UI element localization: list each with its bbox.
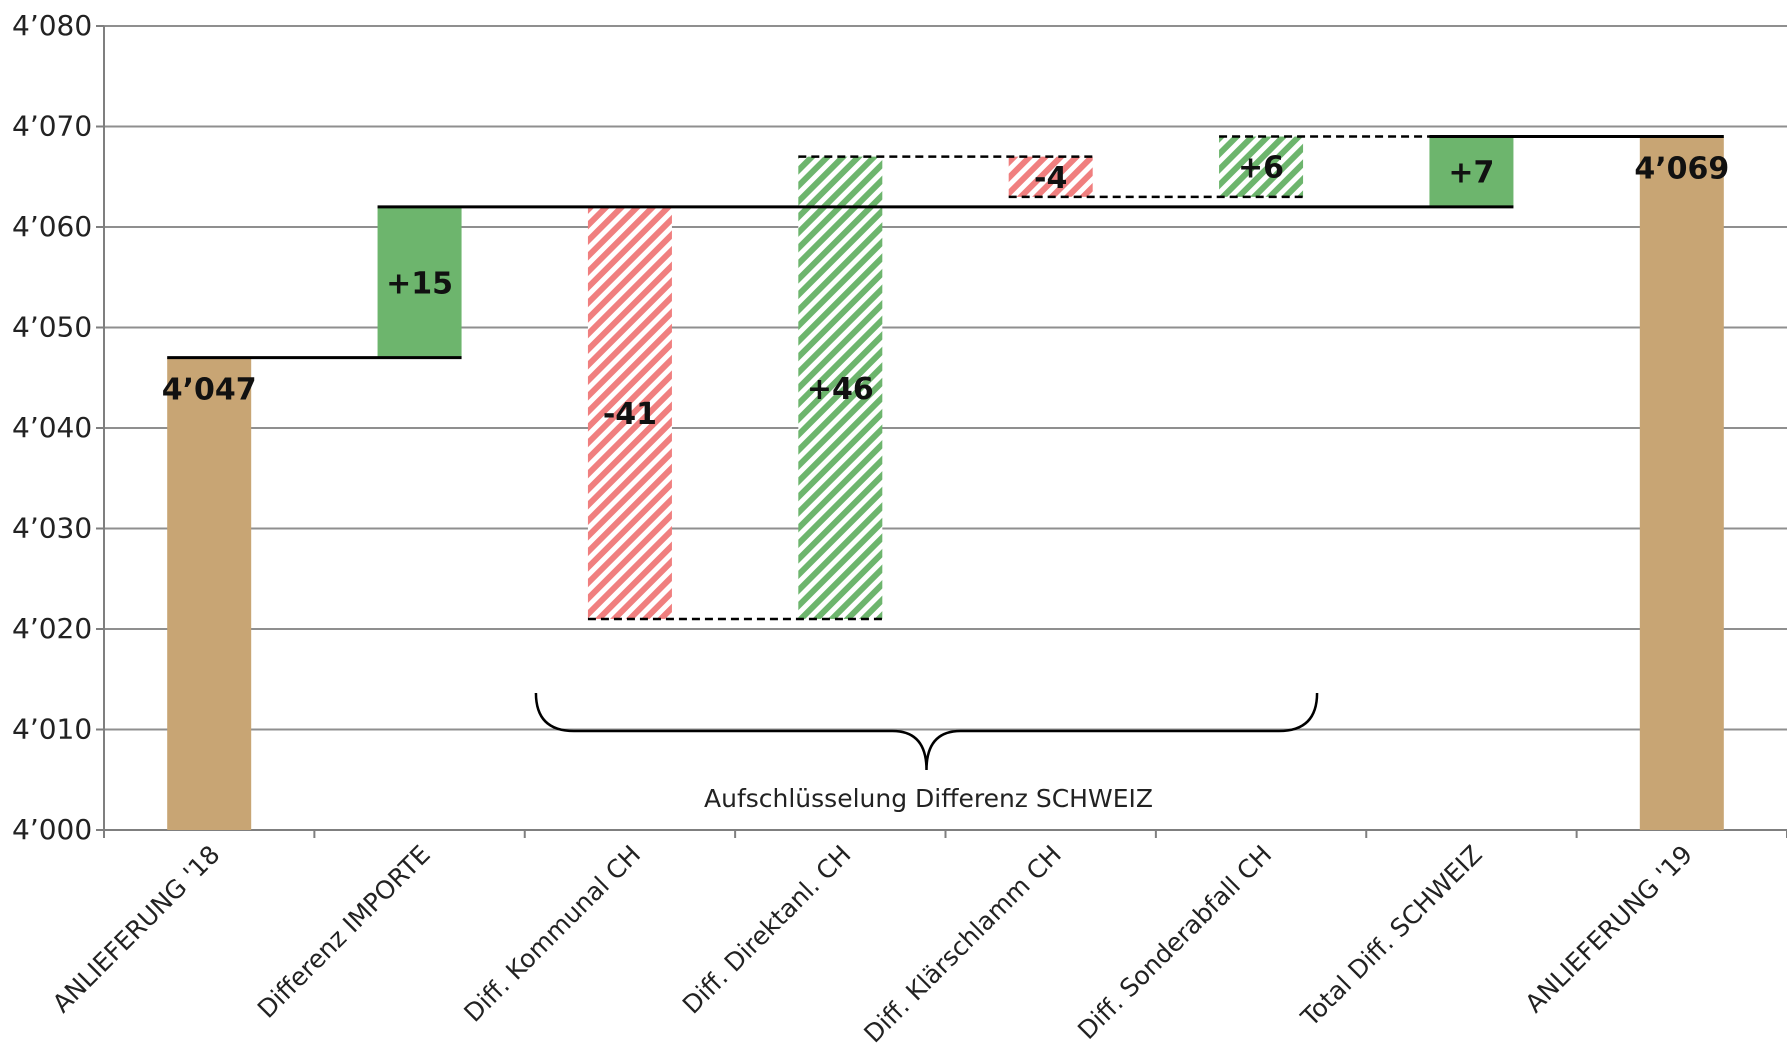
y-tick-label: 4’080 — [12, 9, 92, 42]
x-category-label: ANLIEFERUNG '18 — [47, 840, 226, 1019]
bar-3 — [587, 206, 672, 619]
bar-value-label: +46 — [807, 372, 874, 407]
gridlines — [104, 25, 1787, 731]
x-category-label: Diff. Klärschlamm CH — [858, 840, 1067, 1049]
bar-value-label: -4 — [1034, 161, 1067, 196]
y-tick-label: 4’050 — [12, 311, 92, 344]
x-category-label: Diff. Sonderabfall CH — [1072, 840, 1277, 1045]
bar-2 — [377, 206, 462, 358]
bar-7 — [1429, 136, 1514, 207]
bar-1 — [167, 357, 252, 830]
x-category-label: Diff. Kommunal CH — [458, 840, 646, 1028]
y-tick-label: 4’010 — [12, 713, 92, 746]
brace-label: Aufschlüsselung Differenz SCHWEIZ — [704, 784, 1153, 813]
brace-annotation: Aufschlüsselung Differenz SCHWEIZ — [534, 692, 1319, 813]
x-category-label: Total Diff. SCHWEIZ — [1295, 840, 1488, 1033]
bar-value-label: +6 — [1238, 151, 1284, 186]
y-tick-label: 4’070 — [12, 110, 92, 143]
bar-4 — [798, 156, 883, 619]
y-tick-label: 4’040 — [12, 411, 92, 444]
y-tick-label: 4’030 — [12, 512, 92, 545]
connector-lines — [167, 135, 1724, 621]
y-tick-label: 4’020 — [12, 612, 92, 645]
bar-6 — [1219, 136, 1304, 197]
x-category-label: Diff. Direktanl. CH — [677, 840, 857, 1020]
bar-value-label: 4’069 — [1634, 152, 1729, 187]
x-category-label: Differenz IMPORTE — [252, 840, 436, 1024]
bar-5 — [1008, 156, 1093, 197]
curly-brace — [534, 692, 1319, 771]
bars — [167, 136, 1724, 831]
bar-value-label: +7 — [1448, 156, 1494, 191]
bar-value-label: +15 — [386, 266, 453, 301]
x-category-label: ANLIEFERUNG '19 — [1520, 840, 1699, 1019]
y-tick-label: 4’060 — [12, 210, 92, 243]
bar-value-label: 4’047 — [162, 373, 257, 408]
y-tick-label: 4’000 — [12, 813, 92, 846]
axes: 4’000 4’010 4’020 4’030 4’040 4’050 4’060 4’070… — [12, 9, 1787, 846]
bar-8 — [1639, 136, 1724, 831]
bar-value-label: -41 — [603, 397, 657, 432]
labels: 4’047 +15 -41 +46 -4 +6 +7 4’069 ANLIEFERUNG '18… — [47, 151, 1729, 1049]
